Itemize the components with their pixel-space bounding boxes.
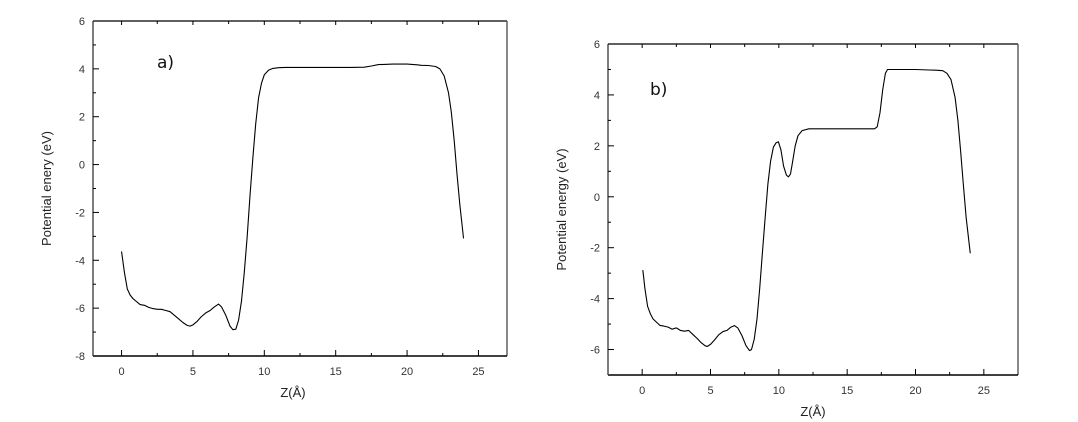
x-tick-label: 25 xyxy=(472,366,484,378)
y-tick-label: -4 xyxy=(75,255,85,267)
y-tick-label: -8 xyxy=(75,351,85,363)
y-axis-title-b: Potential energy (eV) xyxy=(554,148,569,270)
x-tick-label: 10 xyxy=(258,366,270,378)
y-tick-label: 4 xyxy=(594,90,600,102)
x-tick-label: 0 xyxy=(118,366,124,378)
x-tick-label: 20 xyxy=(909,385,921,397)
chart-panel-b: 0 5 10 15 20 25 -6 -4 -2 0 2 4 6 Z(Å) Potential energy… xyxy=(554,39,1019,419)
x-tick-label: 15 xyxy=(330,366,342,378)
y-tick-label: 0 xyxy=(79,160,85,172)
y-axis-title-a: Potential enery (eV) xyxy=(39,131,54,246)
y-tick-label: -2 xyxy=(590,243,600,255)
data-line-a xyxy=(121,63,465,331)
x-tick-label: 5 xyxy=(707,385,713,397)
y-tick-label: -6 xyxy=(590,345,600,357)
y-tick-label: -4 xyxy=(590,294,600,306)
panel-label-b: b) xyxy=(650,80,667,100)
x-tick-label: 20 xyxy=(401,366,413,378)
x-tick-label: 25 xyxy=(978,385,990,397)
y-tick-label: 0 xyxy=(594,192,600,204)
chart-panel-a: 0 5 10 15 20 25 -8 -6 -4 -2 0 2 4 6 Z(Å) Potential ener… xyxy=(39,16,508,400)
x-tick-label: 5 xyxy=(190,366,196,378)
y-tick-label: 2 xyxy=(594,141,600,153)
y-tick-label: 4 xyxy=(79,64,85,76)
x-tick-label: 15 xyxy=(841,385,853,397)
y-tick-label: 6 xyxy=(79,16,85,28)
x-tick-label: 0 xyxy=(639,385,645,397)
panel-label-a: a) xyxy=(157,53,174,73)
x-tick-label: 10 xyxy=(773,385,785,397)
y-tick-label: 2 xyxy=(79,112,85,124)
x-axis-title-a: Z(Å) xyxy=(280,385,305,400)
data-line-b xyxy=(642,68,971,352)
y-tick-label: -2 xyxy=(75,207,85,219)
y-tick-label: -6 xyxy=(75,303,85,315)
y-tick-label: 6 xyxy=(594,39,600,51)
x-axis-title-b: Z(Å) xyxy=(800,404,825,419)
